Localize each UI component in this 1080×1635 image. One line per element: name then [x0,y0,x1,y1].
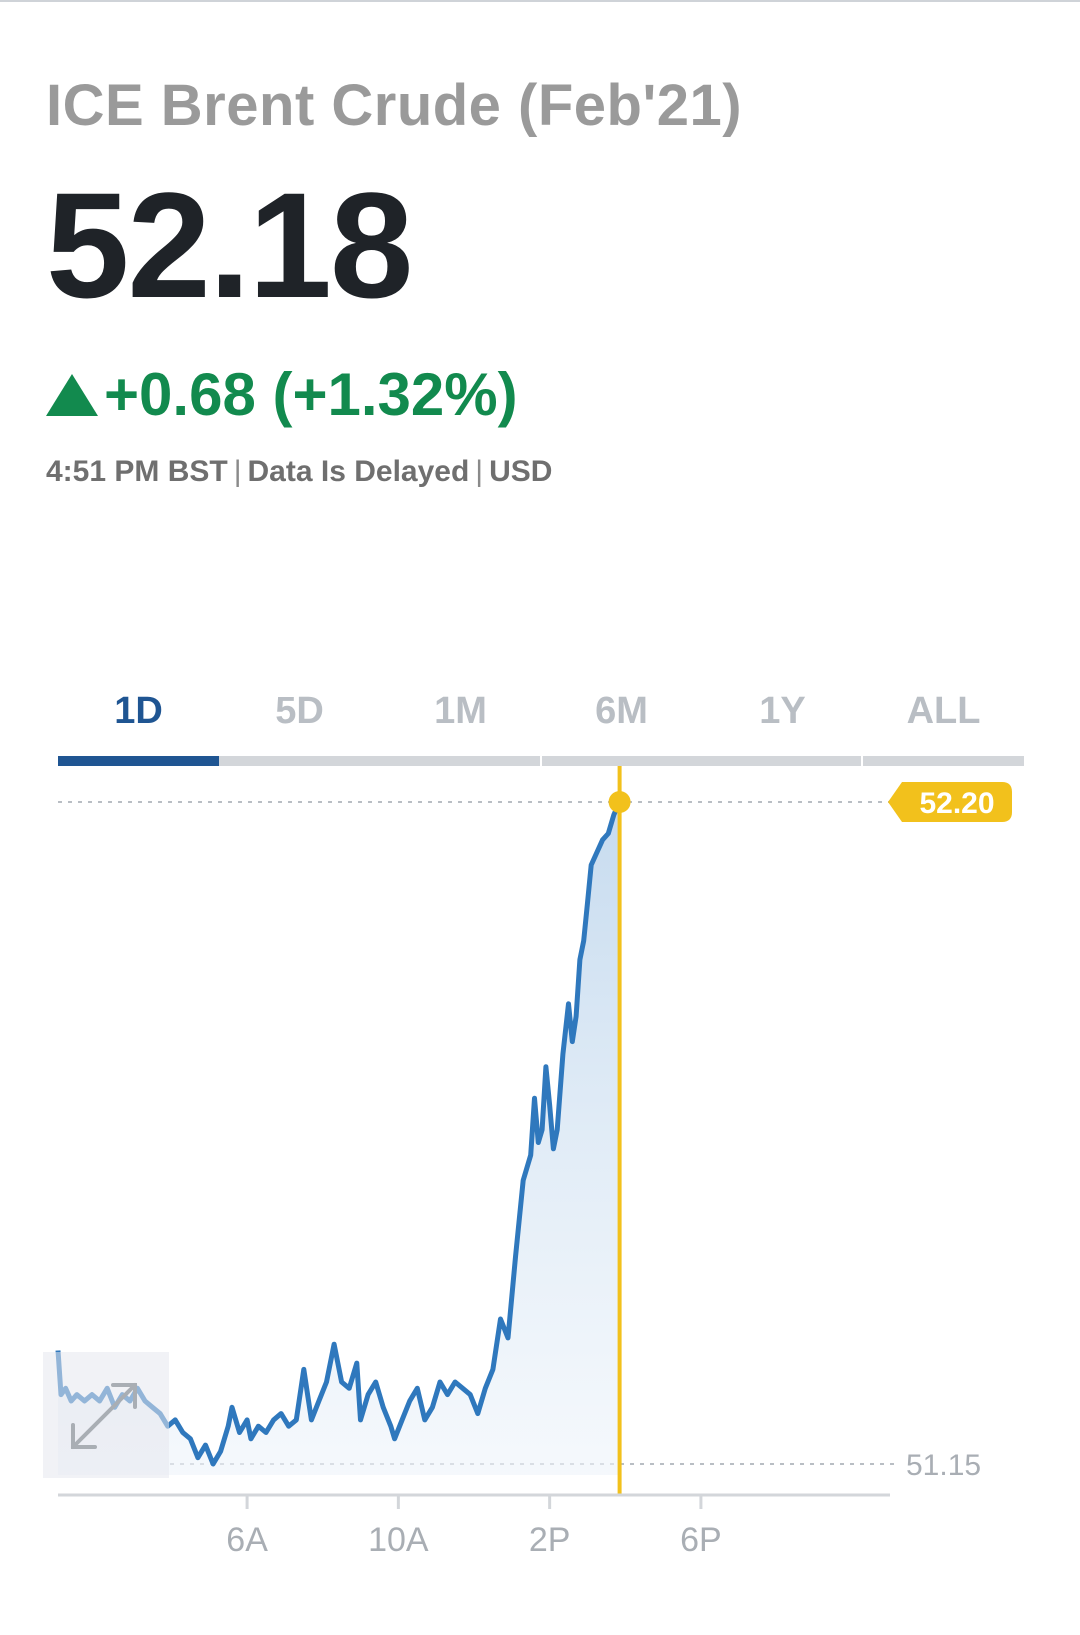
tab-1d[interactable]: 1D [114,690,163,732]
top-divider [0,0,1080,2]
tab-all[interactable]: ALL [906,690,981,732]
high-badge-background [888,782,1012,822]
x-tick-label: 10A [368,1521,429,1559]
price-change: +0.68 (+1.32%) [46,360,518,429]
tab-bar-gap [861,756,863,766]
high-badge-label: 52.20 [919,787,994,820]
high-price-badge: 52.20 [888,782,1012,822]
expand-chart-button[interactable] [43,1352,169,1478]
last-price: 52.18 [46,161,413,329]
quote-meta: 4:51 PM BST | Data Is Delayed | USD [46,455,552,489]
currency: USD [489,455,553,488]
x-tick-label: 2P [529,1521,571,1559]
tab-indicator-bar [58,756,1024,766]
tab-5d[interactable]: 5D [275,690,324,732]
price-change-value: +0.68 (+1.32%) [104,361,518,428]
quote-time: 4:51 PM BST [46,455,228,488]
x-tick-label: 6P [680,1521,722,1559]
triangle-up-icon [46,373,98,416]
x-tick-label: 6A [226,1521,268,1559]
meta-separator: | [475,455,484,488]
range-tabs: 1D 5D 1M 6M 1Y ALL [58,690,1024,734]
low-price-label: 51.15 [906,1449,981,1482]
delay-note: Data Is Delayed [247,455,470,488]
instrument-title: ICE Brent Crude (Feb'21) [46,73,743,138]
tab-bar-gap [540,756,542,766]
active-tab-indicator [58,756,219,766]
tab-1m[interactable]: 1M [434,690,487,732]
x-axis-ticks: 6A 10A 2P 6P [226,1495,722,1559]
expand-arrows-icon [71,1383,137,1449]
tab-1y[interactable]: 1Y [759,690,806,732]
crosshair-dot[interactable] [608,791,631,813]
meta-separator: | [233,455,242,488]
tab-6m[interactable]: 6M [595,690,648,732]
